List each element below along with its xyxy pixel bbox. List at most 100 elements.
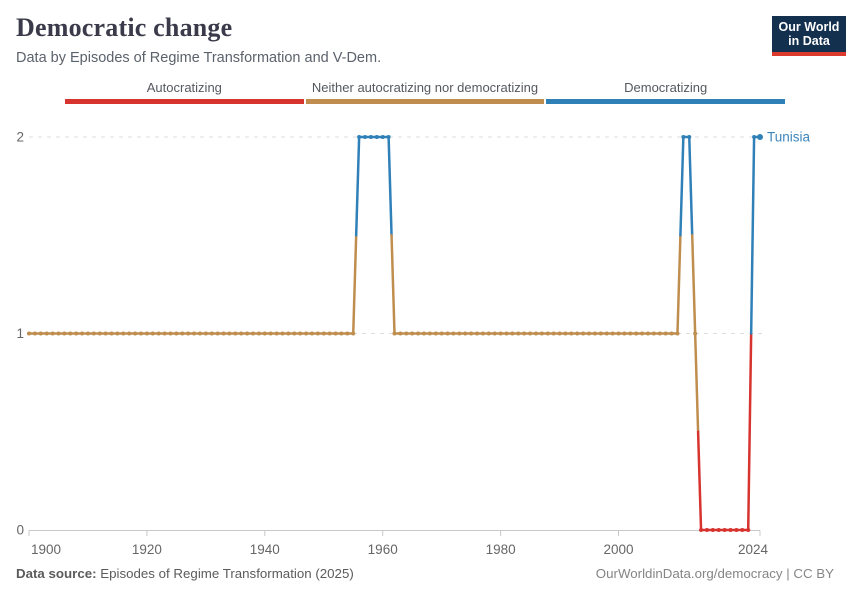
series-line-segment <box>696 430 703 532</box>
data-point <box>681 135 686 139</box>
line-chart[interactable]: 1900 1920 1940 1960 1980 2000 2024 0 1 2 Tunisia <box>0 110 850 570</box>
data-point <box>62 331 67 336</box>
data-point <box>321 331 326 336</box>
data-point <box>368 135 373 139</box>
series-line-segment <box>390 234 396 335</box>
legend-bar-neither <box>305 99 545 104</box>
data-point <box>722 528 727 532</box>
data-point <box>27 331 31 336</box>
data-point <box>68 331 73 336</box>
data-point <box>504 331 509 336</box>
data-source-label: Data source: <box>16 566 97 581</box>
y-tick-label: 0 <box>16 523 24 538</box>
data-point <box>256 331 261 336</box>
series-line-segment <box>351 234 358 335</box>
data-point <box>274 331 279 336</box>
data-point <box>486 331 491 336</box>
data-point <box>168 331 173 336</box>
data-point <box>315 331 320 336</box>
data-point <box>728 528 733 532</box>
x-tick-label: 1940 <box>250 542 280 557</box>
data-point <box>445 331 450 336</box>
data-point <box>704 528 709 532</box>
data-point <box>192 331 197 336</box>
data-point <box>139 331 144 336</box>
data-point <box>133 331 138 336</box>
data-point <box>115 331 120 336</box>
data-point <box>628 331 633 336</box>
series-line-segment <box>749 135 756 335</box>
data-point <box>239 331 244 336</box>
credit-link[interactable]: OurWorldinData.org/democracy | CC BY <box>595 566 834 581</box>
data-point <box>469 331 474 336</box>
data-point <box>386 135 391 139</box>
data-point <box>752 135 757 139</box>
data-point <box>186 331 191 336</box>
data-point <box>180 331 185 336</box>
data-point <box>410 331 415 336</box>
data-point <box>699 528 704 532</box>
data-point <box>575 331 580 336</box>
data-point <box>309 331 314 336</box>
data-point <box>215 331 220 336</box>
data-point <box>203 331 208 336</box>
data-point <box>233 331 238 336</box>
data-point <box>56 331 61 336</box>
data-source-note: Data source: Episodes of Regime Transfor… <box>16 566 354 581</box>
data-point <box>675 331 680 336</box>
x-tick-label: 1920 <box>132 542 162 557</box>
data-point <box>351 331 356 336</box>
data-point <box>498 331 503 336</box>
x-tick-label: 2024 <box>738 542 769 557</box>
data-point <box>32 331 37 336</box>
data-point <box>657 331 662 336</box>
data-point <box>587 331 592 336</box>
data-point <box>197 331 202 336</box>
data-point <box>327 331 332 336</box>
data-point <box>74 331 79 336</box>
y-tick-label: 2 <box>16 130 24 145</box>
data-point <box>581 331 586 336</box>
data-point <box>480 331 485 336</box>
data-point <box>280 331 285 336</box>
data-point <box>80 331 85 336</box>
data-point <box>622 331 627 336</box>
data-point <box>227 331 232 336</box>
x-tick-label: 1980 <box>486 542 516 557</box>
y-tick-label: 1 <box>16 326 24 341</box>
data-point <box>663 331 668 336</box>
data-point <box>304 331 309 336</box>
category-legend: Autocratizing Neither autocratizing nor … <box>65 80 786 104</box>
data-point <box>687 135 692 139</box>
legend-label-autocratizing: Autocratizing <box>146 80 222 95</box>
data-point <box>245 331 250 336</box>
data-point <box>716 528 721 532</box>
data-point <box>404 331 409 336</box>
data-point <box>345 331 350 336</box>
data-point <box>569 331 574 336</box>
chart-area[interactable]: 1900 1920 1940 1960 1980 2000 2024 0 1 2 Tunisia <box>0 110 850 570</box>
data-point <box>563 331 568 336</box>
data-point <box>475 331 480 336</box>
data-point <box>127 331 132 336</box>
data-point <box>298 331 303 336</box>
legend-bars-row <box>65 99 786 104</box>
data-point <box>162 331 167 336</box>
data-point <box>433 331 438 336</box>
owid-logo[interactable]: Our World in Data <box>772 16 846 56</box>
data-point <box>91 331 96 336</box>
data-point <box>439 331 444 336</box>
data-point <box>286 331 291 336</box>
chart-subtitle: Data by Episodes of Regime Transformatio… <box>16 50 382 66</box>
series-line-segment <box>676 234 682 335</box>
data-point <box>651 331 656 336</box>
legend-labels-row: Autocratizing Neither autocratizing nor … <box>65 80 785 99</box>
data-point <box>539 331 544 336</box>
owid-logo-line2: in Data <box>788 34 830 49</box>
data-point <box>103 331 108 336</box>
series-line-segment <box>688 135 694 237</box>
data-point <box>492 331 497 336</box>
data-point <box>598 331 603 336</box>
data-point <box>109 331 114 336</box>
